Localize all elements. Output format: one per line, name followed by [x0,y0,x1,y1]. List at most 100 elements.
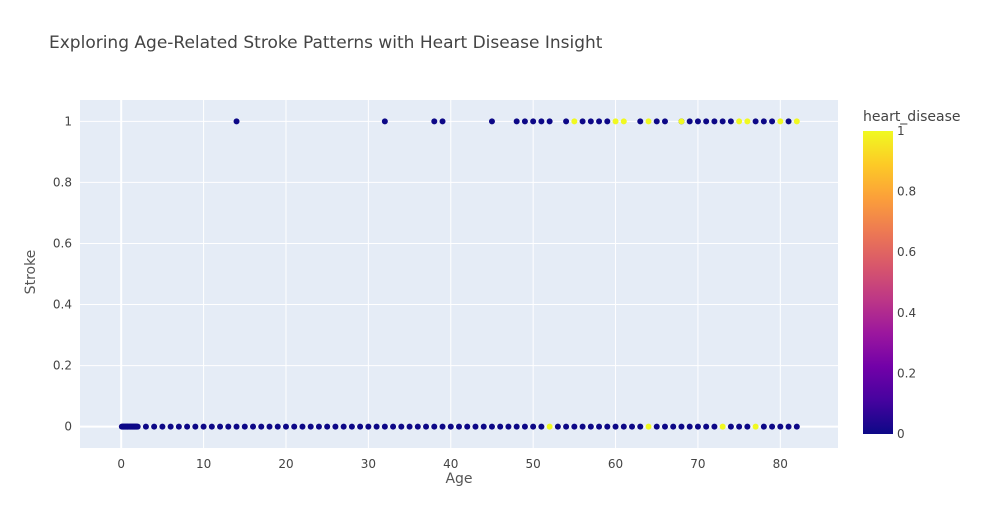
data-point[interactable] [381,423,388,430]
data-point[interactable] [439,423,446,430]
data-point[interactable] [793,118,800,125]
data-point[interactable] [439,118,446,125]
data-point[interactable] [596,423,603,430]
data-point[interactable] [184,423,191,430]
data-point[interactable] [703,423,710,430]
data-point[interactable] [521,423,528,430]
data-point[interactable] [760,423,767,430]
data-point[interactable] [579,423,586,430]
data-point[interactable] [167,423,174,430]
data-point[interactable] [752,423,759,430]
data-point[interactable] [546,118,553,125]
data-point[interactable] [513,423,520,430]
data-point[interactable] [760,118,767,125]
data-point[interactable] [736,423,743,430]
data-point[interactable] [744,118,751,125]
data-point[interactable] [480,423,487,430]
data-point[interactable] [629,423,636,430]
data-point[interactable] [694,423,701,430]
data-point[interactable] [563,423,570,430]
data-point[interactable] [241,423,248,430]
data-point[interactable] [694,118,701,125]
data-point[interactable] [670,423,677,430]
data-point[interactable] [727,423,734,430]
data-point[interactable] [159,423,166,430]
data-point[interactable] [777,423,784,430]
data-point[interactable] [274,423,281,430]
data-point[interactable] [233,118,240,125]
data-point[interactable] [777,118,784,125]
data-point[interactable] [307,423,314,430]
data-point[interactable] [620,423,627,430]
data-point[interactable] [744,423,751,430]
data-point[interactable] [406,423,413,430]
data-point[interactable] [645,118,652,125]
data-point[interactable] [414,423,421,430]
data-point[interactable] [373,423,380,430]
data-point[interactable] [661,118,668,125]
data-point[interactable] [678,423,685,430]
data-point[interactable] [620,118,627,125]
data-point[interactable] [686,423,693,430]
data-point[interactable] [208,423,215,430]
data-point[interactable] [604,423,611,430]
data-point[interactable] [571,118,578,125]
data-point[interactable] [472,423,479,430]
data-point[interactable] [381,118,388,125]
data-point[interactable] [315,423,322,430]
data-point[interactable] [546,423,553,430]
data-point[interactable] [233,423,240,430]
data-point[interactable] [175,423,182,430]
data-point[interactable] [612,118,619,125]
data-point[interactable] [769,423,776,430]
data-point[interactable] [357,423,364,430]
data-point[interactable] [291,423,298,430]
data-point[interactable] [785,423,792,430]
data-point[interactable] [604,118,611,125]
data-point[interactable] [719,118,726,125]
data-point[interactable] [736,118,743,125]
data-point[interactable] [151,423,158,430]
data-point[interactable] [645,423,652,430]
data-point[interactable] [324,423,331,430]
data-point[interactable] [423,423,430,430]
data-point[interactable] [653,118,660,125]
data-point[interactable] [488,118,495,125]
data-point[interactable] [769,118,776,125]
data-point[interactable] [661,423,668,430]
data-point[interactable] [579,118,586,125]
data-point[interactable] [217,423,224,430]
data-point[interactable] [711,118,718,125]
data-point[interactable] [703,118,710,125]
data-point[interactable] [752,118,759,125]
data-point[interactable] [282,423,289,430]
data-point[interactable] [332,423,339,430]
data-point[interactable] [571,423,578,430]
data-point[interactable] [398,423,405,430]
data-point[interactable] [200,423,207,430]
data-point[interactable] [266,423,273,430]
data-point[interactable] [587,423,594,430]
data-point[interactable] [538,423,545,430]
data-point[interactable] [497,423,504,430]
data-point[interactable] [142,423,149,430]
data-point[interactable] [612,423,619,430]
data-point[interactable] [727,118,734,125]
data-point[interactable] [587,118,594,125]
data-point[interactable] [464,423,471,430]
data-point[interactable] [563,118,570,125]
data-point[interactable] [225,423,232,430]
data-point[interactable] [513,118,520,125]
data-point[interactable] [340,423,347,430]
data-point[interactable] [390,423,397,430]
data-point[interactable] [653,423,660,430]
data-point[interactable] [678,118,685,125]
data-point[interactable] [711,423,718,430]
data-point[interactable] [488,423,495,430]
data-point[interactable] [134,423,141,430]
data-point[interactable] [192,423,199,430]
data-point[interactable] [348,423,355,430]
data-point[interactable] [554,423,561,430]
data-point[interactable] [250,423,257,430]
data-point[interactable] [719,423,726,430]
